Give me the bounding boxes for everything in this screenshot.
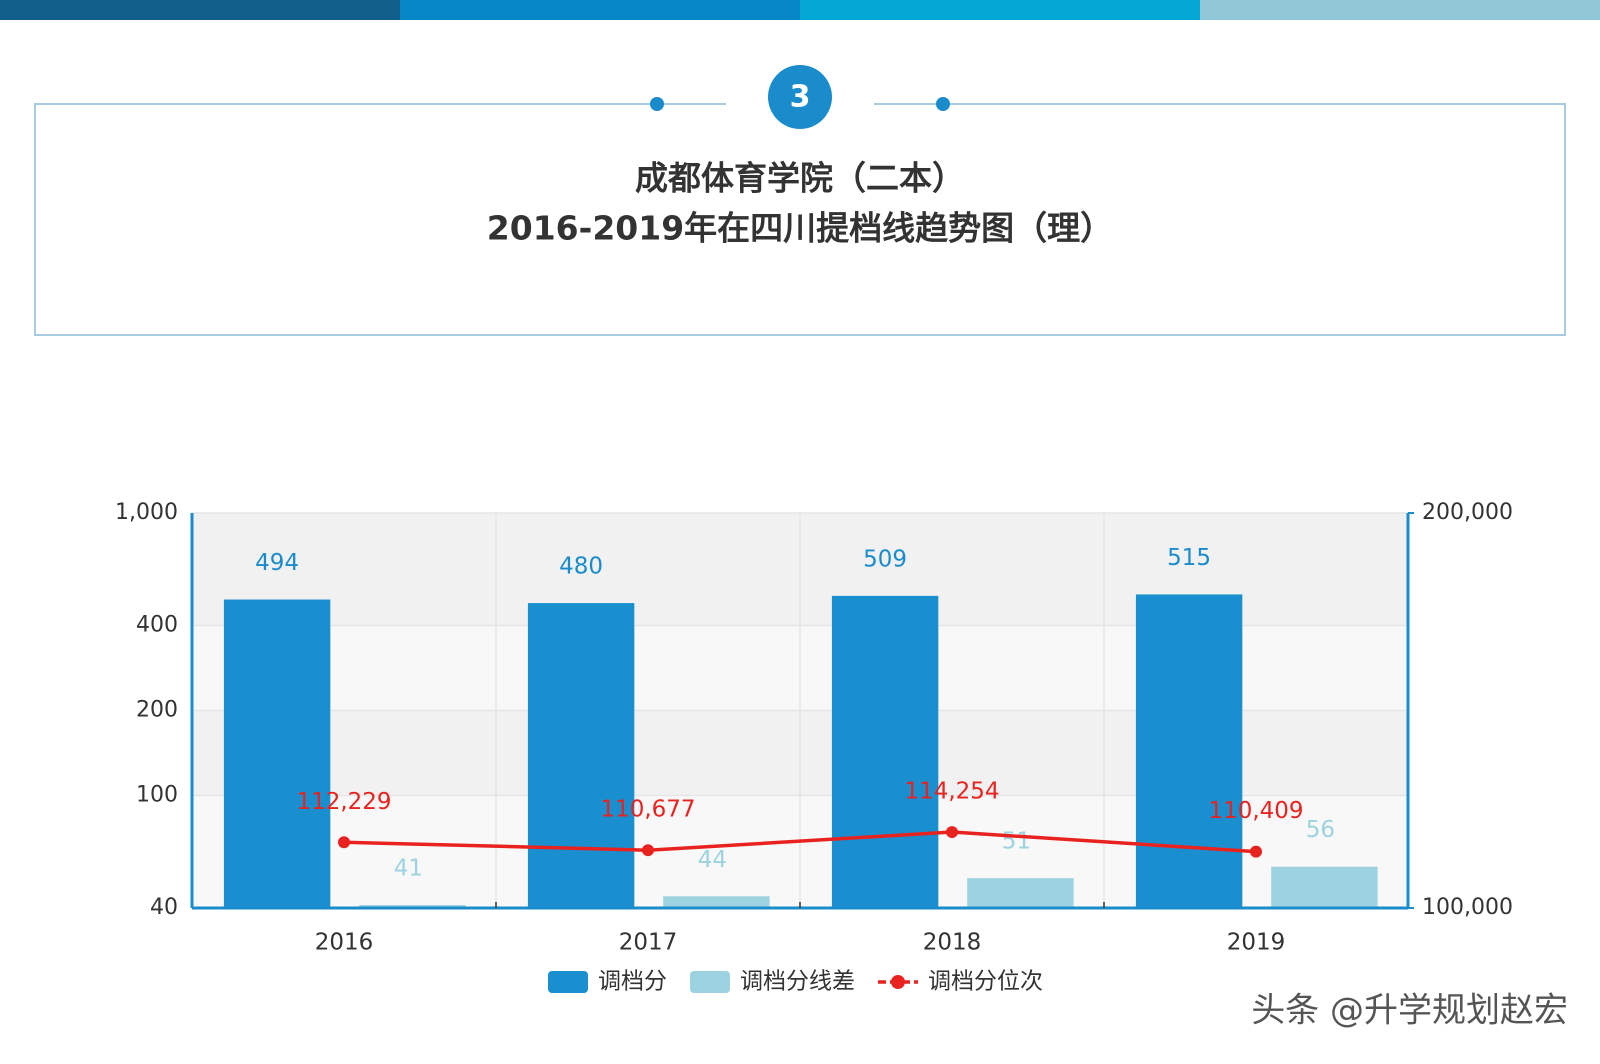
chart: 40 100 200 400 1,000 100,000 200,000 494 480 509 5…: [115, 500, 1513, 995]
top-stripe: [0, 0, 400, 20]
y-tick-label: 400: [136, 612, 178, 637]
legend-swatch-dot: [891, 975, 905, 989]
bar-value-label: 494: [255, 550, 299, 576]
dot: [650, 97, 664, 111]
legend-label: 调档分: [598, 969, 667, 995]
bar: [1135, 594, 1243, 908]
top-stripe: [1200, 0, 1600, 20]
line-point: [338, 836, 350, 849]
bar-value-label: 515: [1167, 545, 1211, 571]
bar: [359, 904, 466, 908]
line-point: [642, 844, 654, 857]
x-tick-label: 2017: [619, 930, 678, 956]
bar-value-label: 480: [559, 554, 603, 580]
x-tick-label: 2018: [923, 930, 982, 956]
legend-swatch: [548, 971, 588, 993]
bar-value-label: 44: [698, 847, 727, 873]
line-point: [1250, 845, 1262, 858]
watermark: 头条 @升学规划赵宏: [1251, 991, 1568, 1031]
top-stripe: [800, 0, 1200, 20]
dot: [936, 97, 950, 111]
y-tick-label: 100: [136, 783, 178, 808]
line-value-label: 110,677: [600, 797, 695, 823]
title: 成都体育学院（二本）: [635, 159, 965, 198]
line-value-label: 114,254: [904, 779, 999, 805]
title: 2016-2019年在四川提档线趋势图（理）: [487, 209, 1113, 248]
line-value-label: 110,409: [1208, 798, 1303, 824]
line: [343, 830, 1257, 854]
line-value-label: 112,229: [296, 789, 391, 815]
bar: [527, 603, 635, 908]
bar-value-label: 51: [1002, 829, 1031, 855]
y2-tick-label: 200,000: [1422, 500, 1513, 525]
legend-swatch: [690, 971, 730, 993]
bar-value-label: 41: [394, 855, 423, 881]
y-tick-label: 1,000: [115, 500, 178, 525]
badge: [768, 65, 832, 129]
badge-number: 3: [790, 80, 811, 115]
bar-value-label: 509: [863, 546, 907, 572]
y-tick-label: 40: [150, 895, 178, 920]
title-box: [34, 103, 1566, 336]
bar: [663, 896, 770, 908]
x-tick-label: 2019: [1227, 930, 1286, 956]
bar: [1271, 866, 1378, 908]
legend-label: 调档分线差: [740, 969, 855, 995]
bar: [967, 878, 1074, 908]
bar-value-label: 56: [1306, 817, 1335, 843]
y2-tick-label: 100,000: [1422, 895, 1513, 920]
y-tick-label: 200: [136, 698, 178, 723]
legend-label: 调档分位次: [928, 969, 1043, 995]
bar: [831, 595, 939, 908]
line-point: [946, 826, 958, 839]
bar: [223, 599, 331, 908]
x-tick-label: 2016: [315, 930, 374, 956]
top-stripe: [400, 0, 800, 20]
